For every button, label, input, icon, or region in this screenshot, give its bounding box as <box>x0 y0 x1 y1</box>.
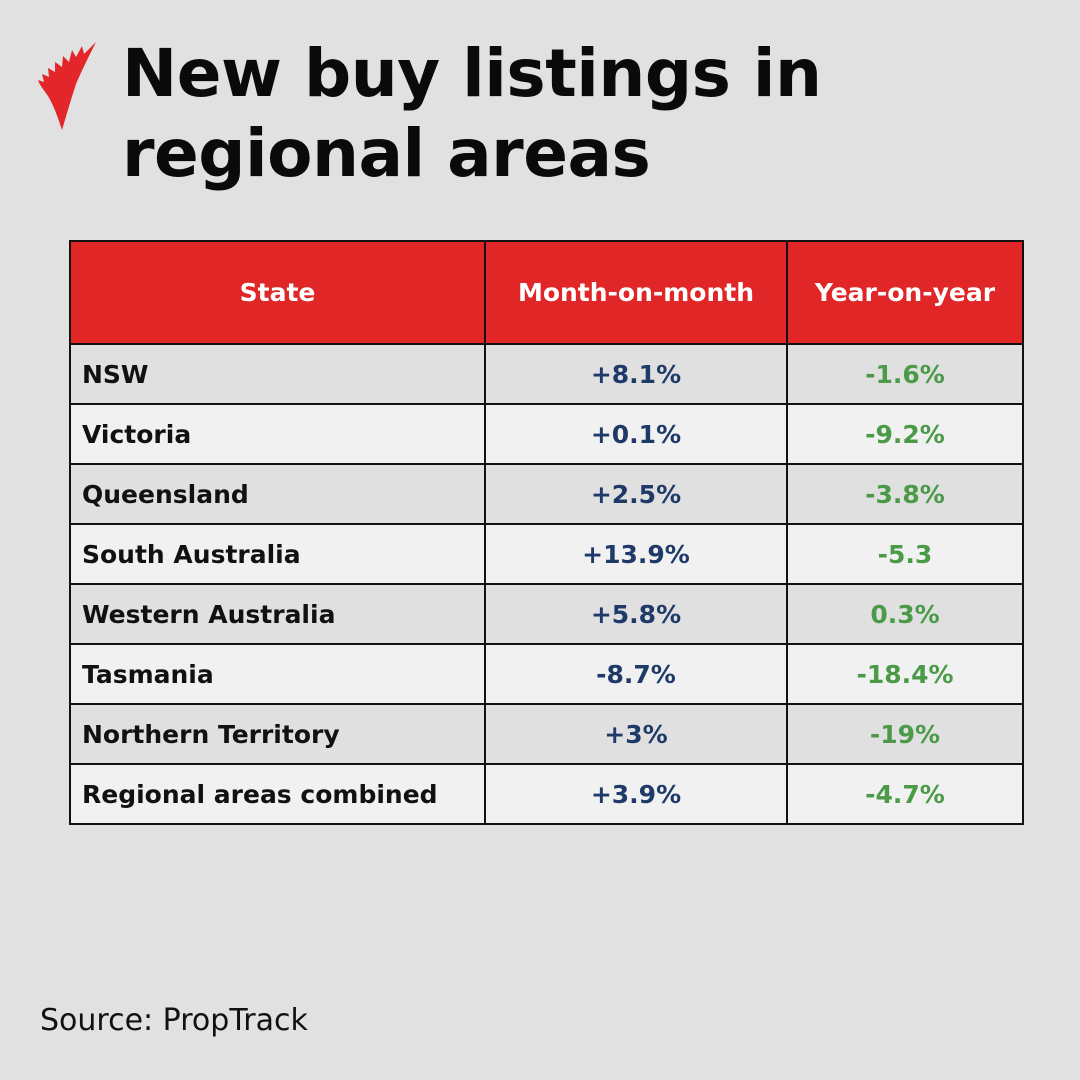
column-header-year-on-year: Year-on-year <box>786 240 1024 345</box>
year-on-year-cell: 0.3% <box>786 583 1024 645</box>
state-cell: Northern Territory <box>69 703 486 765</box>
year-on-year-cell: -19% <box>786 703 1024 765</box>
column-header-state: State <box>69 240 486 345</box>
year-on-year-cell: -9.2% <box>786 403 1024 465</box>
sbs-logo-icon <box>38 42 96 130</box>
page-title: New buy listings in regional areas <box>122 34 822 194</box>
year-on-year-cell: -3.8% <box>786 463 1024 525</box>
table-row: Victoria +0.1% -9.2% <box>69 403 1024 465</box>
month-on-month-cell: +3.9% <box>484 763 788 825</box>
month-on-month-cell: -8.7% <box>484 643 788 705</box>
state-cell: Western Australia <box>69 583 486 645</box>
state-cell: South Australia <box>69 523 486 585</box>
state-cell: NSW <box>69 343 486 405</box>
column-header-month-on-month: Month-on-month <box>484 240 788 345</box>
year-on-year-cell: -5.3 <box>786 523 1024 585</box>
listings-table: State Month-on-month Year-on-year NSW +8… <box>69 240 1024 825</box>
year-on-year-cell: -18.4% <box>786 643 1024 705</box>
state-cell: Regional areas combined <box>69 763 486 825</box>
table-row: South Australia +13.9% -5.3 <box>69 523 1024 585</box>
title-line-2: regional areas <box>122 115 651 192</box>
source-credit: Source: PropTrack <box>40 1003 308 1038</box>
table-row: Queensland +2.5% -3.8% <box>69 463 1024 525</box>
month-on-month-cell: +8.1% <box>484 343 788 405</box>
state-cell: Queensland <box>69 463 486 525</box>
table-row: Northern Territory +3% -19% <box>69 703 1024 765</box>
state-cell: Tasmania <box>69 643 486 705</box>
table-row: Regional areas combined +3.9% -4.7% <box>69 763 1024 825</box>
month-on-month-cell: +5.8% <box>484 583 788 645</box>
year-on-year-cell: -1.6% <box>786 343 1024 405</box>
year-on-year-cell: -4.7% <box>786 763 1024 825</box>
table-header-row: State Month-on-month Year-on-year <box>69 240 1024 345</box>
table-row: Western Australia +5.8% 0.3% <box>69 583 1024 645</box>
table-row: Tasmania -8.7% -18.4% <box>69 643 1024 705</box>
title-line-1: New buy listings in <box>122 35 822 112</box>
month-on-month-cell: +3% <box>484 703 788 765</box>
state-cell: Victoria <box>69 403 486 465</box>
month-on-month-cell: +2.5% <box>484 463 788 525</box>
month-on-month-cell: +13.9% <box>484 523 788 585</box>
month-on-month-cell: +0.1% <box>484 403 788 465</box>
table-row: NSW +8.1% -1.6% <box>69 343 1024 405</box>
